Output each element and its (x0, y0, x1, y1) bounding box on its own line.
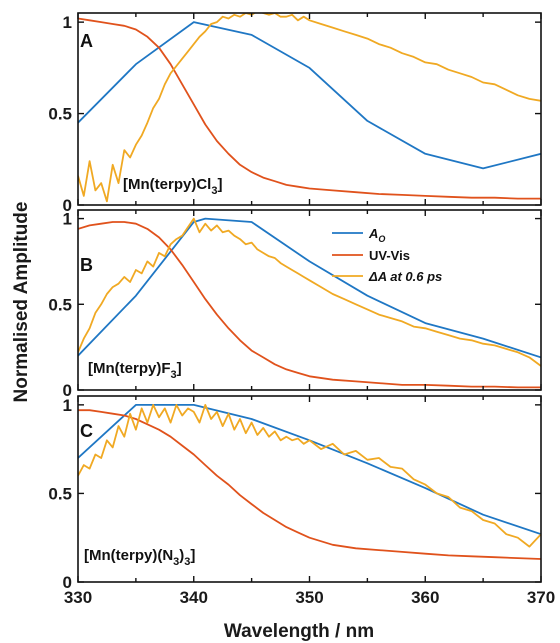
legend-label-da: ΔA at 0.6 ps (368, 269, 442, 284)
panel-a-ytick-label: 0 (63, 196, 72, 215)
x-tick-label: 360 (411, 588, 439, 607)
panel-a-ytick-label: 0.5 (48, 105, 72, 124)
panel-c: 0 0.5 1 330 340 350 360 370 C [Mn(terpy)(N3)3] (48, 395, 555, 607)
legend-label-ao: AO (368, 226, 385, 244)
panel-a-plot: 00.51 (48, 12, 542, 215)
panel-c-plot: 0 0.5 1 330 340 350 360 370 (48, 395, 555, 607)
panel-b-plot: 00.51 (48, 209, 542, 400)
panel-b-compound-label: [Mn(terpy)F3] (88, 360, 182, 381)
x-tick-label: 350 (295, 588, 323, 607)
x-tick-label: 340 (180, 588, 208, 607)
panel-c-letter: C (80, 421, 93, 441)
panel-a-series-ao (78, 21, 541, 170)
panel-b: 00.51 B [Mn(terpy)F3] AO UV-Vis ΔA at 0.… (48, 209, 542, 400)
panel-a-series-uvvis (78, 17, 541, 200)
panel-a-compound-label: [Mn(terpy)Cl3] (123, 176, 222, 197)
y-axis-title: Normalised Amplitude (11, 202, 32, 403)
panel-c-series-dA (78, 403, 541, 548)
panel-a-letter: A (80, 31, 93, 51)
panel-b-ytick-label: 0.5 (48, 295, 72, 314)
panel-c-ytick-label: 0 (63, 573, 72, 592)
x-axis-title: Wavelength / nm (224, 621, 374, 642)
panel-a: 00.51 A [Mn(terpy)Cl3] (48, 12, 542, 215)
legend: AO UV-Vis ΔA at 0.6 ps (332, 226, 442, 284)
panel-c-ytick-label: 1 (63, 396, 72, 415)
panel-b-ytick-label: 1 (63, 210, 72, 229)
panel-b-letter: B (80, 255, 93, 275)
panel-a-series-dA (78, 13, 541, 203)
x-tick-label: 330 (64, 588, 92, 607)
legend-label-uvvis: UV-Vis (369, 248, 410, 263)
panel-c-compound-label: [Mn(terpy)(N3)3] (84, 547, 195, 568)
panel-c-ytick-label: 0.5 (48, 484, 72, 503)
panel-b-series-ao (78, 217, 541, 359)
panel-c-series-uvvis (78, 409, 541, 560)
panel-b-ytick-label: 0 (63, 381, 72, 400)
x-tick-label: 370 (527, 588, 555, 607)
panel-b-series-dA (78, 217, 541, 367)
panel-a-ytick-label: 1 (63, 13, 72, 32)
